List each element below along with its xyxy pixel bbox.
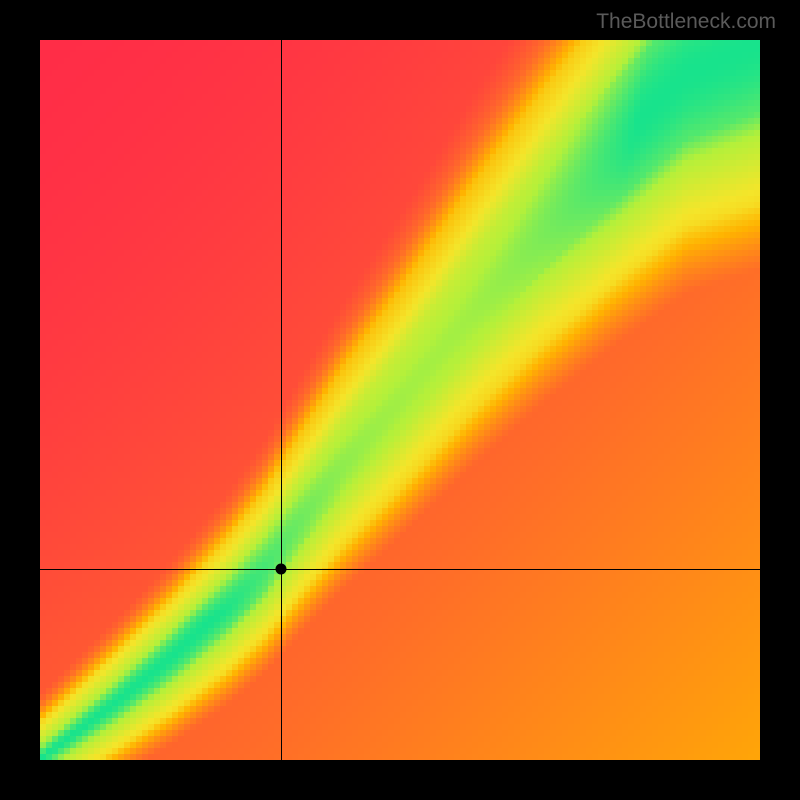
current-config-marker	[276, 564, 287, 575]
heatmap-plot-area	[40, 40, 760, 760]
crosshair-horizontal	[40, 569, 760, 570]
crosshair-vertical	[281, 40, 282, 760]
bottleneck-heatmap	[40, 40, 760, 760]
watermark-text: TheBottleneck.com	[596, 10, 776, 34]
